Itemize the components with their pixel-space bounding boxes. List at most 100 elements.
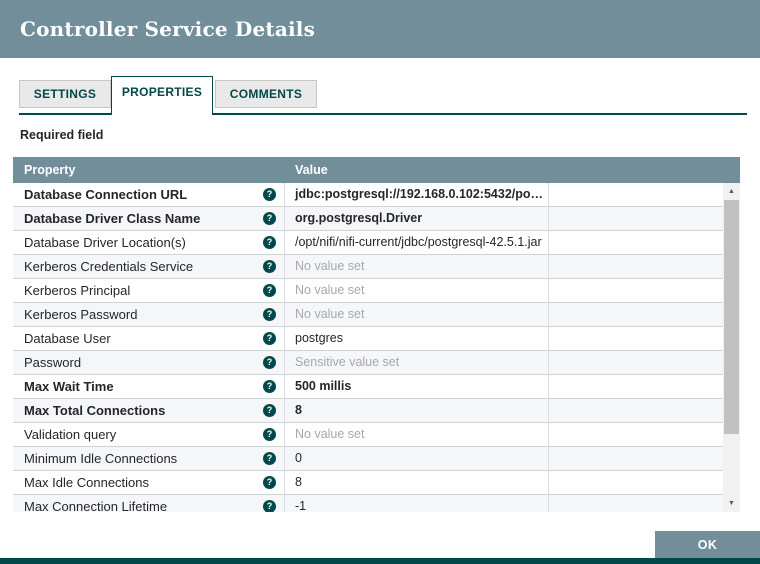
property-cell: Database Driver Location(s) ? bbox=[13, 231, 285, 254]
table-row: Database User ? postgres bbox=[13, 327, 740, 351]
property-cell: Kerberos Credentials Service ? bbox=[13, 255, 285, 278]
table-row: Minimum Idle Connections ? 0 bbox=[13, 447, 740, 471]
property-name: Database User bbox=[24, 331, 111, 346]
row-filler bbox=[549, 231, 740, 254]
row-filler bbox=[549, 399, 740, 422]
row-filler bbox=[549, 207, 740, 230]
property-value: 8 bbox=[285, 471, 549, 494]
row-filler bbox=[549, 375, 740, 398]
question-circle-icon[interactable]: ? bbox=[263, 236, 276, 249]
table-row: Kerberos Principal ? No value set bbox=[13, 279, 740, 303]
property-name: Database Driver Location(s) bbox=[24, 235, 186, 250]
property-value: No value set bbox=[285, 423, 549, 446]
required-field-note: Required field bbox=[20, 128, 104, 142]
properties-table: Property Value Database Connection URL ?… bbox=[13, 157, 740, 512]
table-row: Kerberos Password ? No value set bbox=[13, 303, 740, 327]
scroll-down-button[interactable]: ▼ bbox=[723, 495, 740, 512]
question-circle-icon[interactable]: ? bbox=[263, 380, 276, 393]
property-name: Minimum Idle Connections bbox=[24, 451, 178, 466]
dialog-title: Controller Service Details bbox=[20, 17, 316, 41]
scroll-up-button[interactable]: ▲ bbox=[723, 183, 740, 200]
tab-comments-label: COMMENTS bbox=[229, 87, 303, 101]
property-cell: Database User ? bbox=[13, 327, 285, 350]
scrollbar-thumb[interactable] bbox=[724, 200, 739, 434]
property-name: Database Driver Class Name bbox=[24, 211, 201, 226]
property-name: Kerberos Principal bbox=[24, 283, 131, 298]
property-value: /opt/nifi/nifi-current/jdbc/postgresql-4… bbox=[285, 231, 549, 254]
column-header-value: Value bbox=[295, 163, 328, 177]
table-row: Database Connection URL ? jdbc:postgresq… bbox=[13, 183, 740, 207]
table-row: Database Driver Location(s) ? /opt/nifi/… bbox=[13, 231, 740, 255]
table-row: Max Idle Connections ? 8 bbox=[13, 471, 740, 495]
question-circle-icon[interactable]: ? bbox=[263, 284, 276, 297]
dialog-header: Controller Service Details bbox=[0, 0, 760, 58]
question-circle-icon[interactable]: ? bbox=[263, 332, 276, 345]
row-filler bbox=[549, 447, 740, 470]
property-value: postgres bbox=[285, 327, 549, 350]
property-name: Max Wait Time bbox=[24, 379, 114, 394]
question-circle-icon[interactable]: ? bbox=[263, 212, 276, 225]
question-circle-icon[interactable]: ? bbox=[263, 356, 276, 369]
tab-properties[interactable]: PROPERTIES bbox=[111, 76, 213, 115]
property-cell: Minimum Idle Connections ? bbox=[13, 447, 285, 470]
question-circle-icon[interactable]: ? bbox=[263, 308, 276, 321]
property-name: Validation query bbox=[24, 427, 117, 442]
question-circle-icon[interactable]: ? bbox=[263, 260, 276, 273]
property-cell: Password ? bbox=[13, 351, 285, 374]
table-row: Max Total Connections ? 8 bbox=[13, 399, 740, 423]
property-value: No value set bbox=[285, 279, 549, 302]
question-circle-icon[interactable]: ? bbox=[263, 404, 276, 417]
row-filler bbox=[549, 183, 740, 206]
property-value: No value set bbox=[285, 303, 549, 326]
property-name: Max Idle Connections bbox=[24, 475, 150, 490]
triangle-down-icon: ▼ bbox=[728, 500, 735, 507]
tab-settings[interactable]: SETTINGS bbox=[19, 80, 111, 108]
property-name: Kerberos Password bbox=[24, 307, 138, 322]
table-row: Max Connection Lifetime ? -1 bbox=[13, 495, 740, 512]
question-circle-icon[interactable]: ? bbox=[263, 452, 276, 465]
property-value: 8 bbox=[285, 399, 549, 422]
row-filler bbox=[549, 351, 740, 374]
property-name: Password bbox=[24, 355, 82, 370]
property-value: No value set bbox=[285, 255, 549, 278]
property-value: org.postgresql.Driver bbox=[285, 207, 549, 230]
property-cell: Max Wait Time ? bbox=[13, 375, 285, 398]
row-filler bbox=[549, 303, 740, 326]
property-value: 0 bbox=[285, 447, 549, 470]
ok-button[interactable]: OK bbox=[655, 531, 760, 558]
property-cell: Validation query ? bbox=[13, 423, 285, 446]
question-circle-icon[interactable]: ? bbox=[263, 428, 276, 441]
tab-settings-label: SETTINGS bbox=[33, 87, 97, 101]
table-row: Database Driver Class Name ? org.postgre… bbox=[13, 207, 740, 231]
question-circle-icon[interactable]: ? bbox=[263, 500, 276, 512]
property-name: Max Connection Lifetime bbox=[24, 499, 168, 512]
table-scrollbar[interactable]: ▲ ▼ bbox=[723, 183, 740, 512]
table-row: Validation query ? No value set bbox=[13, 423, 740, 447]
row-filler bbox=[549, 423, 740, 446]
property-cell: Database Driver Class Name ? bbox=[13, 207, 285, 230]
property-cell: Max Total Connections ? bbox=[13, 399, 285, 422]
property-cell: Max Idle Connections ? bbox=[13, 471, 285, 494]
tab-bar: SETTINGS PROPERTIES COMMENTS bbox=[0, 76, 760, 115]
tab-bar-underline bbox=[19, 113, 747, 115]
table-header: Property Value bbox=[13, 157, 740, 183]
property-cell: Max Connection Lifetime ? bbox=[13, 495, 285, 512]
tab-comments[interactable]: COMMENTS bbox=[215, 80, 317, 108]
property-cell: Database Connection URL ? bbox=[13, 183, 285, 206]
property-value: 500 millis bbox=[285, 375, 549, 398]
row-filler bbox=[549, 471, 740, 494]
question-circle-icon[interactable]: ? bbox=[263, 476, 276, 489]
row-filler bbox=[549, 279, 740, 302]
property-cell: Kerberos Password ? bbox=[13, 303, 285, 326]
row-filler bbox=[549, 327, 740, 350]
table-row: Password ? Sensitive value set bbox=[13, 351, 740, 375]
column-header-property: Property bbox=[24, 163, 76, 177]
property-value: -1 bbox=[285, 495, 549, 512]
property-name: Database Connection URL bbox=[24, 187, 188, 202]
table-body: Database Connection URL ? jdbc:postgresq… bbox=[13, 183, 740, 512]
property-name: Max Total Connections bbox=[24, 403, 166, 418]
question-circle-icon[interactable]: ? bbox=[263, 188, 276, 201]
property-name: Kerberos Credentials Service bbox=[24, 259, 194, 274]
tab-properties-label: PROPERTIES bbox=[121, 84, 203, 99]
